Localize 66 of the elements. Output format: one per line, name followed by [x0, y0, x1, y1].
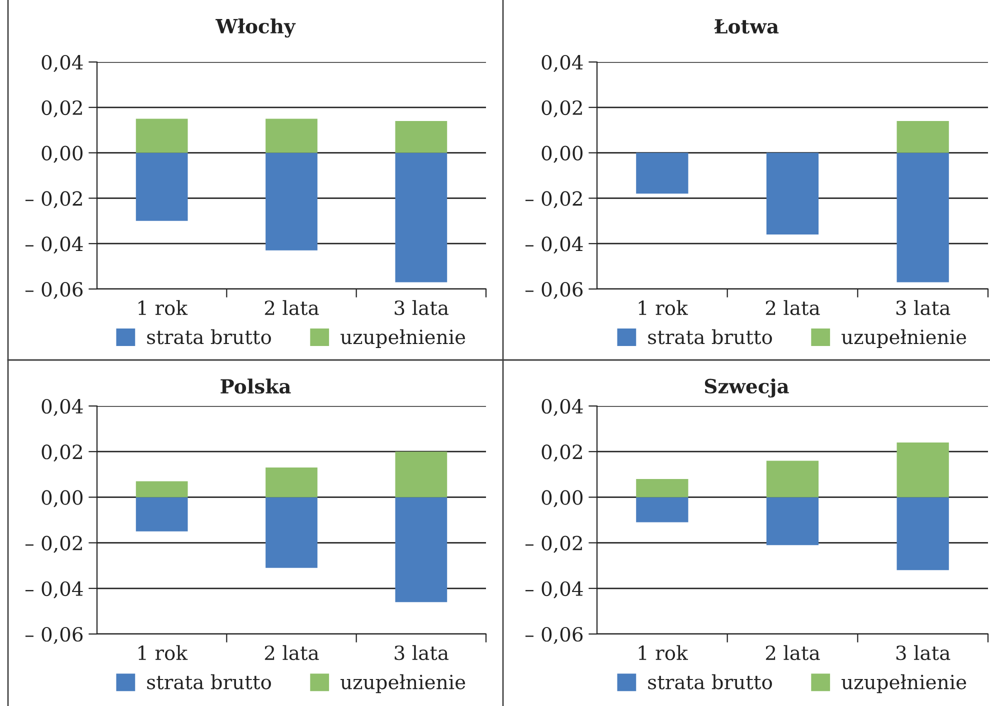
x-tick-label: 2 lata	[766, 300, 820, 316]
y-tick-label: 0,04	[542, 398, 583, 416]
legend-label: uzupełnienie	[842, 329, 966, 348]
bar	[766, 497, 819, 546]
y-tick-label: – 0,04	[25, 236, 83, 254]
bar	[266, 118, 318, 153]
x-tick-label: 2 lata	[766, 645, 820, 660]
y-tick-label: 0,00	[542, 146, 583, 163]
bar	[266, 497, 318, 568]
y-tick-label: 0,04	[42, 54, 83, 72]
y-tick-label: – 0,04	[525, 581, 583, 598]
y-tick-label: 0,02	[542, 444, 582, 462]
x-tick-label: 3 lata	[896, 645, 950, 660]
y-tick-label: – 0,06	[25, 626, 83, 644]
legend-label: uzupełnienie	[842, 674, 966, 694]
legend-label: strata brutto	[147, 674, 271, 690]
y-tick-label: 0,02	[42, 100, 82, 118]
x-tick-label: 2 lata	[264, 300, 319, 316]
bar	[136, 497, 188, 532]
chart-title: Włochy	[216, 18, 296, 38]
bar	[136, 118, 188, 153]
bar	[395, 497, 448, 602]
y-tick-label: 0,00	[542, 490, 583, 508]
y-tick-label: 0,04	[542, 54, 583, 72]
bar	[395, 152, 448, 282]
bar	[395, 121, 448, 153]
x-tick-label: 2 lata	[264, 645, 319, 660]
y-tick-label: 0,04	[42, 398, 83, 416]
legend-label: uzupełnienie	[340, 674, 466, 694]
y-tick-label: – 0,02	[25, 191, 82, 208]
y-tick-label: – 0,02	[525, 191, 582, 208]
x-tick-label: 3 lata	[394, 300, 448, 316]
bar	[896, 497, 949, 570]
x-tick-label: 1 rok	[138, 645, 188, 660]
y-tick-label: – 0,06	[25, 282, 83, 300]
bar	[896, 442, 949, 498]
bar	[136, 152, 188, 221]
y-tick-label: – 0,02	[25, 536, 82, 553]
y-tick-label: – 0,06	[525, 282, 583, 300]
y-tick-label: 0,02	[542, 100, 582, 118]
y-tick-label: – 0,06	[525, 626, 583, 644]
y-tick-label: 0,02	[42, 444, 82, 462]
bar	[136, 481, 188, 498]
bar	[266, 152, 318, 250]
bar	[636, 478, 688, 498]
y-tick-label: – 0,04	[525, 236, 583, 254]
x-tick-label: 1 rok	[138, 300, 188, 316]
chart-title: Łotwa	[714, 19, 779, 34]
x-tick-label: 1 rok	[638, 300, 688, 316]
chart-title: Szwecja	[704, 378, 789, 398]
y-tick-label: – 0,02	[525, 536, 582, 553]
legend-label: strata brutto	[648, 329, 772, 344]
legend-label: strata brutto	[648, 674, 772, 690]
chart-title: Polska	[220, 378, 291, 394]
y-tick-label: – 0,04	[25, 581, 83, 598]
bar	[395, 452, 448, 498]
bar	[766, 460, 819, 498]
legend-label: uzupełnienie	[340, 329, 466, 348]
legend-label: strata brutto	[147, 329, 271, 344]
y-tick-label: 0,00	[42, 490, 83, 508]
bar	[636, 497, 688, 522]
bar	[266, 468, 318, 498]
x-tick-label: 1 rok	[638, 645, 688, 660]
x-tick-label: 3 lata	[394, 645, 448, 660]
y-tick-label: 0,00	[42, 146, 83, 163]
x-tick-label: 3 lata	[896, 300, 950, 316]
